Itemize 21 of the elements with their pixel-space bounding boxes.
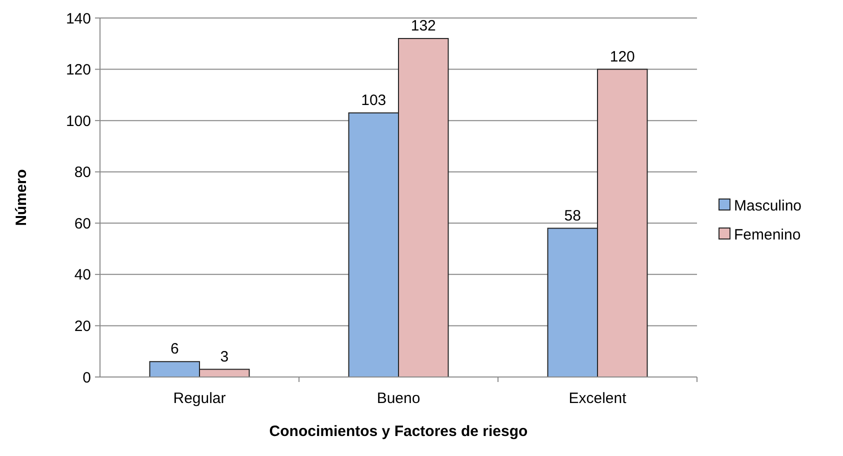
legend-label: Masculino (734, 197, 802, 214)
y-tick-label: 40 (74, 266, 91, 284)
x-tick-label: Regular (173, 390, 226, 407)
data-label: 132 (410, 18, 436, 35)
data-label: 6 (170, 340, 179, 358)
data-label: 3 (220, 348, 229, 366)
y-tick-label: 20 (74, 318, 91, 335)
y-tick-label: 60 (74, 215, 91, 232)
y-tick-label: 100 (66, 112, 91, 130)
data-label: 120 (610, 48, 635, 66)
y-tick-label: 80 (74, 164, 91, 182)
x-axis-title: Conocimientos y Factores de riesgo (269, 423, 528, 440)
legend-label: Femenino (734, 226, 801, 244)
y-tick-label: 0 (82, 369, 91, 386)
y-axis-title: Número (13, 169, 30, 226)
data-label: 58 (564, 207, 581, 224)
y-tick-label: 120 (66, 62, 91, 79)
x-tick-label: Excelent (568, 390, 628, 407)
x-tick-label: Bueno (376, 390, 420, 407)
y-tick-label: 140 (66, 10, 91, 28)
data-label: 103 (361, 92, 386, 109)
